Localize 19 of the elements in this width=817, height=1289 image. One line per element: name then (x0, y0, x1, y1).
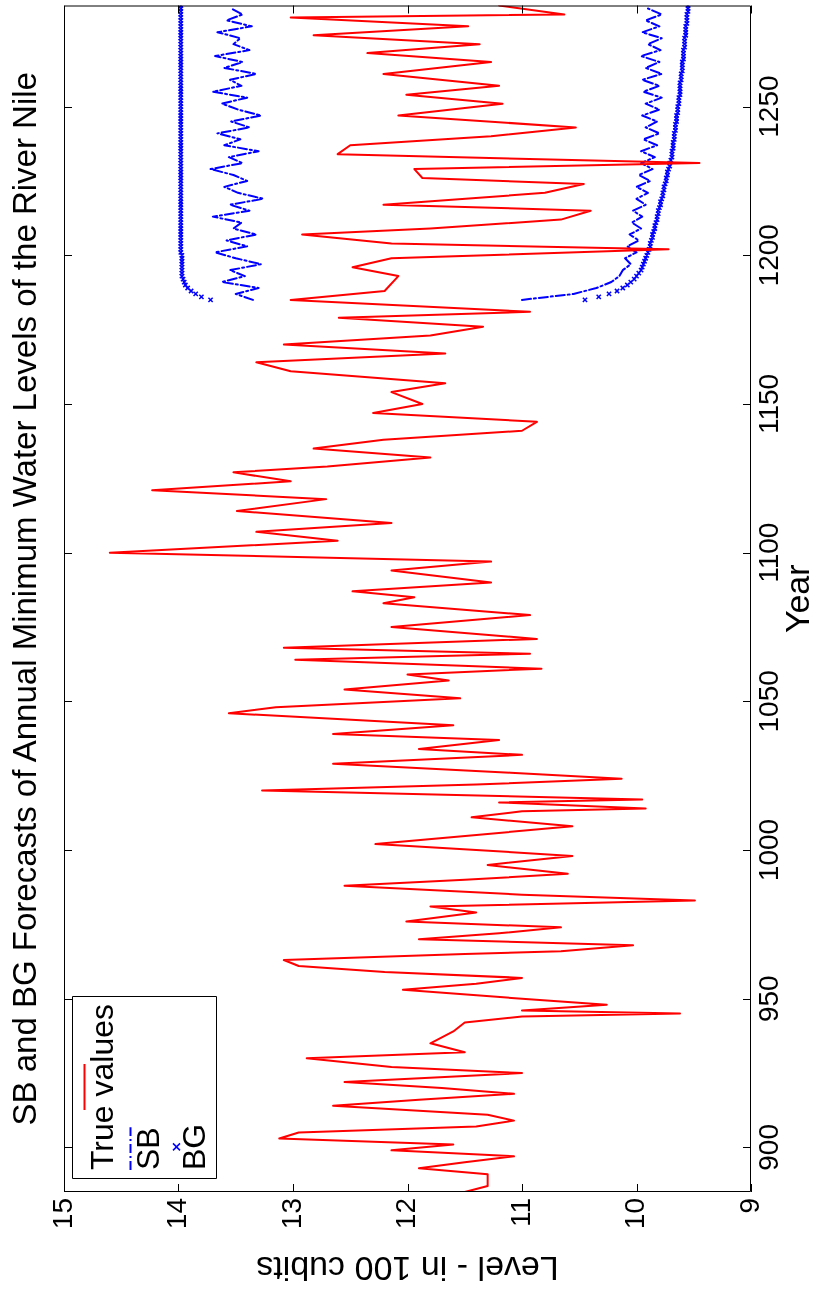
y-tick-label: 1200 (752, 224, 784, 287)
x-tick-label: 10 (619, 1198, 651, 1230)
text: SB and BG Forecasts of Annual Minimum Water Levels of the River Nile (6, 72, 44, 1126)
y-tick-label: 1150 (752, 373, 784, 435)
y-tick-label: 1000 (752, 818, 784, 882)
legend-label: BG (175, 1123, 212, 1170)
y-tick-label: 1250 (752, 75, 784, 138)
x-axis-title: Level - in 100 cubits (256, 1249, 559, 1288)
y-tick-label: 1050 (752, 670, 784, 733)
x-tick-label: 11 (504, 1198, 536, 1228)
legend-label: SB (129, 1127, 166, 1170)
x-tick-label: 14 (161, 1198, 193, 1230)
x-tick-label: 15 (46, 1198, 78, 1230)
x-tick-label: 12 (390, 1198, 422, 1230)
x-tick-label: 9 (733, 1198, 765, 1214)
y-tick-label: 900 (752, 1124, 784, 1171)
legend-label: True values (83, 1004, 120, 1170)
x-tick-label: 13 (275, 1198, 307, 1230)
y-tick-label: 950 (752, 975, 784, 1023)
